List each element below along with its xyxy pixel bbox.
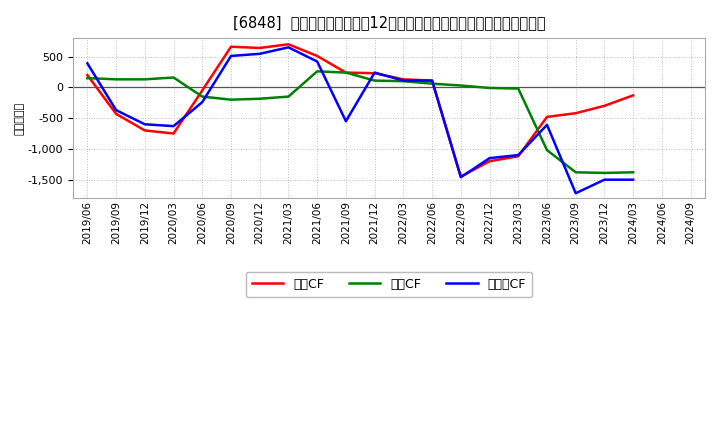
Y-axis label: （百万円）: （百万円） <box>15 102 25 135</box>
投資CF <box>370 78 379 83</box>
フリーCF <box>456 175 465 180</box>
営業CF <box>629 93 637 98</box>
Line: フリーCF: フリーCF <box>87 48 633 193</box>
フリーCF <box>399 78 408 83</box>
営業CF <box>227 44 235 49</box>
投資CF <box>169 75 178 80</box>
フリーCF <box>83 61 91 66</box>
営業CF <box>284 42 293 47</box>
フリーCF <box>140 121 149 127</box>
営業CF <box>600 103 609 109</box>
フリーCF <box>600 177 609 182</box>
営業CF <box>198 88 207 93</box>
フリーCF <box>572 191 580 196</box>
Title: [6848]  キャッシュフローの12か月移動合計の対前年同期増減額の推移: [6848] キャッシュフローの12か月移動合計の対前年同期増減額の推移 <box>233 15 545 30</box>
フリーCF <box>169 124 178 129</box>
営業CF <box>428 78 436 83</box>
営業CF <box>543 114 552 120</box>
フリーCF <box>341 118 350 124</box>
営業CF <box>140 128 149 133</box>
投資CF <box>140 77 149 82</box>
営業CF <box>514 154 523 159</box>
投資CF <box>341 70 350 75</box>
Line: 投資CF: 投資CF <box>87 71 633 173</box>
フリーCF <box>198 99 207 105</box>
営業CF <box>456 174 465 179</box>
投資CF <box>543 147 552 153</box>
フリーCF <box>284 45 293 50</box>
営業CF <box>112 111 120 117</box>
フリーCF <box>256 51 264 56</box>
フリーCF <box>313 59 322 64</box>
営業CF <box>572 110 580 116</box>
投資CF <box>456 83 465 88</box>
Line: 営業CF: 営業CF <box>87 44 633 176</box>
営業CF <box>485 158 494 164</box>
投資CF <box>284 94 293 99</box>
営業CF <box>370 70 379 76</box>
フリーCF <box>629 177 637 182</box>
投資CF <box>572 170 580 175</box>
営業CF <box>256 45 264 51</box>
フリーCF <box>514 152 523 158</box>
投資CF <box>112 77 120 82</box>
投資CF <box>198 94 207 99</box>
Legend: 営業CF, 投資CF, フリーCF: 営業CF, 投資CF, フリーCF <box>246 271 532 297</box>
投資CF <box>600 170 609 176</box>
営業CF <box>341 70 350 75</box>
フリーCF <box>543 122 552 128</box>
投資CF <box>399 79 408 84</box>
投資CF <box>629 170 637 175</box>
営業CF <box>169 131 178 136</box>
投資CF <box>514 86 523 91</box>
投資CF <box>256 96 264 101</box>
投資CF <box>428 81 436 86</box>
投資CF <box>313 69 322 74</box>
営業CF <box>313 53 322 59</box>
フリーCF <box>485 155 494 161</box>
フリーCF <box>227 53 235 59</box>
営業CF <box>399 77 408 82</box>
投資CF <box>485 85 494 91</box>
営業CF <box>83 73 91 78</box>
投資CF <box>83 76 91 81</box>
フリーCF <box>112 107 120 113</box>
投資CF <box>227 97 235 103</box>
フリーCF <box>370 70 379 75</box>
フリーCF <box>428 78 436 83</box>
